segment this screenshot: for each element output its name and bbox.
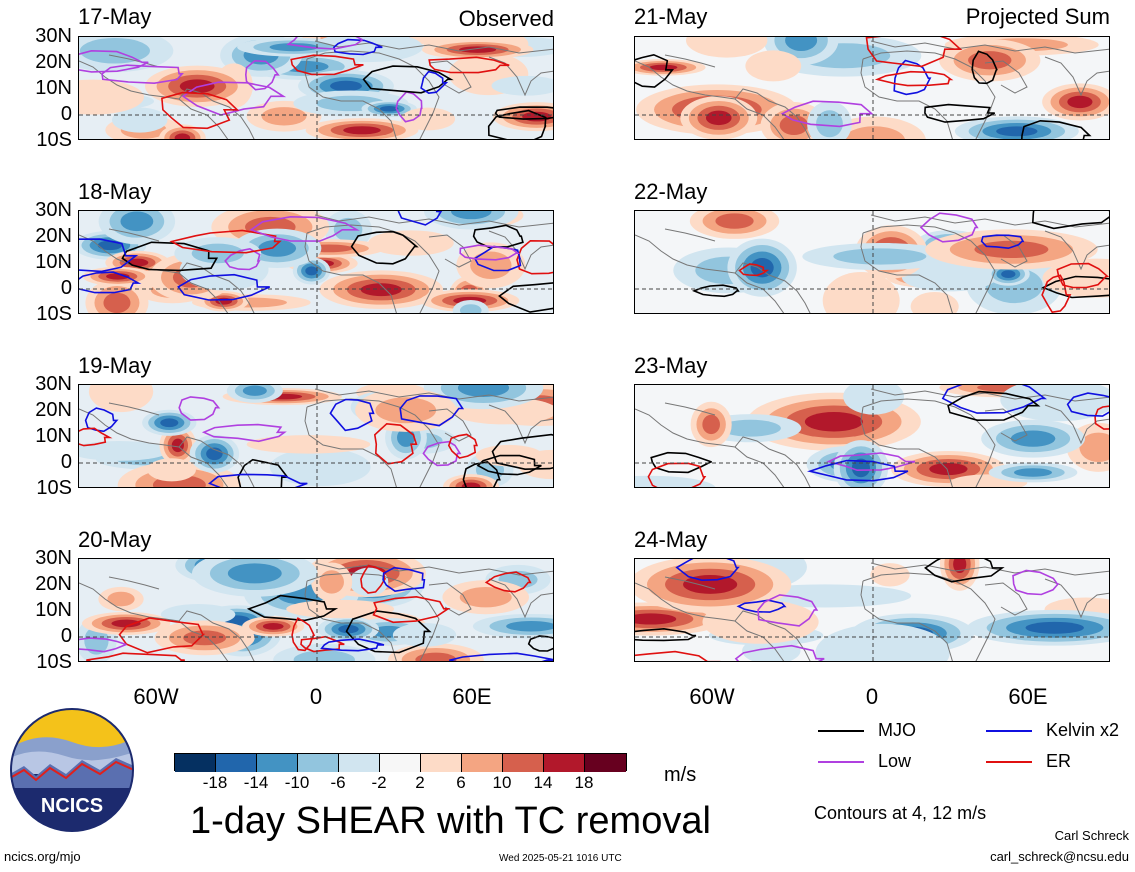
- lat-label-10n-row4: 10N: [35, 599, 72, 621]
- lon-label-60e: 60E: [452, 684, 492, 709]
- lat-label-10s-row3: 10S: [36, 477, 72, 499]
- colorbar-tick-label: -10: [284, 773, 310, 792]
- legend-label-kelvin: Kelvin x2: [1046, 720, 1120, 740]
- shear-map: [79, 385, 553, 487]
- map-panel-22-may: [634, 210, 1110, 314]
- lat-label-0-row3: 0: [60, 451, 72, 473]
- panel-date-5: 21-May: [634, 4, 708, 29]
- ncics-logo: NCICS: [10, 708, 134, 832]
- shear-map: [635, 37, 1109, 139]
- colorbar-cell: [503, 754, 544, 772]
- shear-map: [635, 559, 1109, 661]
- lat-label-20n-row1: 20N: [35, 51, 72, 73]
- lat-label-30n-row2: 30N: [35, 199, 72, 221]
- map-panel-19-may: [78, 384, 554, 488]
- colorbar-cell: [339, 754, 380, 772]
- contour-note: Contours at 4, 12 m/s: [814, 803, 987, 823]
- legend-line-mjo: [818, 730, 864, 732]
- lon-label-60w-r: 60W: [689, 684, 735, 709]
- colorbar-cell: [380, 754, 421, 772]
- lat-label-0-row1: 0: [60, 103, 72, 125]
- colorbar-cell: [216, 754, 257, 772]
- figure-title: 1-day SHEAR with TC removal: [190, 800, 711, 842]
- lat-label-30n-row3: 30N: [35, 373, 72, 395]
- lat-label-10s-row1: 10S: [36, 129, 72, 151]
- map-panel-20-may: [78, 558, 554, 662]
- shear-map: [635, 211, 1109, 313]
- legend-label-er: ER: [1046, 751, 1072, 771]
- lat-label-10s-row2: 10S: [36, 303, 72, 325]
- lon-label-60w: 60W: [133, 684, 179, 709]
- shear-map: [79, 559, 553, 661]
- colorbar-cell: [421, 754, 462, 772]
- footer-timestamp: Wed 2025-05-21 1016 UTC: [499, 853, 622, 864]
- lat-label-20n-row2: 20N: [35, 225, 72, 247]
- map-panel-21-may: [634, 36, 1110, 140]
- legend-label-mjo: MJO: [878, 720, 916, 740]
- lat-label-10n-row1: 10N: [35, 77, 72, 99]
- panel-date-6: 22-May: [634, 179, 708, 204]
- footer-author: Carl Schreck: [1054, 828, 1129, 843]
- map-panel-17-may: [78, 36, 554, 140]
- legend-line-er: [986, 761, 1032, 763]
- legend-line-low: [818, 761, 864, 763]
- panel-date-4: 20-May: [78, 527, 152, 552]
- lat-label-0-row4: 0: [60, 625, 72, 647]
- lat-label-10n-row3: 10N: [35, 425, 72, 447]
- shear-map: [79, 211, 553, 313]
- lat-label-0-row2: 0: [60, 277, 72, 299]
- map-panel-24-may: [634, 558, 1110, 662]
- lat-label-30n-row1: 30N: [35, 25, 72, 47]
- lat-label-10s-row4: 10S: [36, 651, 72, 673]
- panel-date-2: 18-May: [78, 179, 152, 204]
- colorbar-tick-label: -6: [330, 773, 346, 792]
- panel-date-3: 19-May: [78, 353, 152, 378]
- lat-label-30n-row4: 30N: [35, 547, 72, 569]
- footer-email: carl_schreck@ncsu.edu: [990, 849, 1129, 864]
- footer-url: ncics.org/mjo: [4, 849, 81, 864]
- panel-date-7: 23-May: [634, 353, 708, 378]
- projected-tag: Projected Sum: [965, 4, 1110, 29]
- lat-label-20n-row4: 20N: [35, 573, 72, 595]
- panel-date-1: 17-May: [78, 4, 152, 29]
- lon-label-0: 0: [309, 684, 323, 709]
- colorbar-tick-label: 6: [456, 773, 466, 792]
- colorbar-tick-label: 14: [533, 773, 553, 792]
- lon-label-0-r: 0: [865, 684, 879, 709]
- colorbar-tick-label: 2: [415, 773, 425, 792]
- colorbar-cell: [175, 754, 216, 772]
- colorbar: [174, 753, 627, 772]
- observed-tag: Observed: [458, 6, 554, 31]
- map-panel-23-may: [634, 384, 1110, 488]
- legend-label-low: Low: [878, 751, 912, 771]
- shear-map: [635, 385, 1109, 487]
- colorbar-cell: [585, 754, 626, 772]
- panel-date-8: 24-May: [634, 527, 708, 552]
- colorbar-cell: [257, 754, 298, 772]
- colorbar-tick-label: -14: [243, 773, 269, 792]
- colorbar-tick-label: -18: [202, 773, 228, 792]
- colorbar-cell: [544, 754, 585, 772]
- legend-line-kelvin: [986, 730, 1032, 732]
- colorbar-tick-label: 18: [574, 773, 594, 792]
- logo-text: NCICS: [41, 795, 103, 817]
- lon-label-60e-r: 60E: [1008, 684, 1048, 709]
- shear-map: [79, 37, 553, 139]
- colorbar-tick-label: -2: [371, 773, 387, 792]
- colorbar-units: m/s: [664, 764, 697, 786]
- lat-label-10n-row2: 10N: [35, 251, 72, 273]
- colorbar-tick-label: 10: [492, 773, 512, 792]
- colorbar-cell: [298, 754, 339, 772]
- lat-label-20n-row3: 20N: [35, 399, 72, 421]
- colorbar-cell: [462, 754, 503, 772]
- map-panel-18-may: [78, 210, 554, 314]
